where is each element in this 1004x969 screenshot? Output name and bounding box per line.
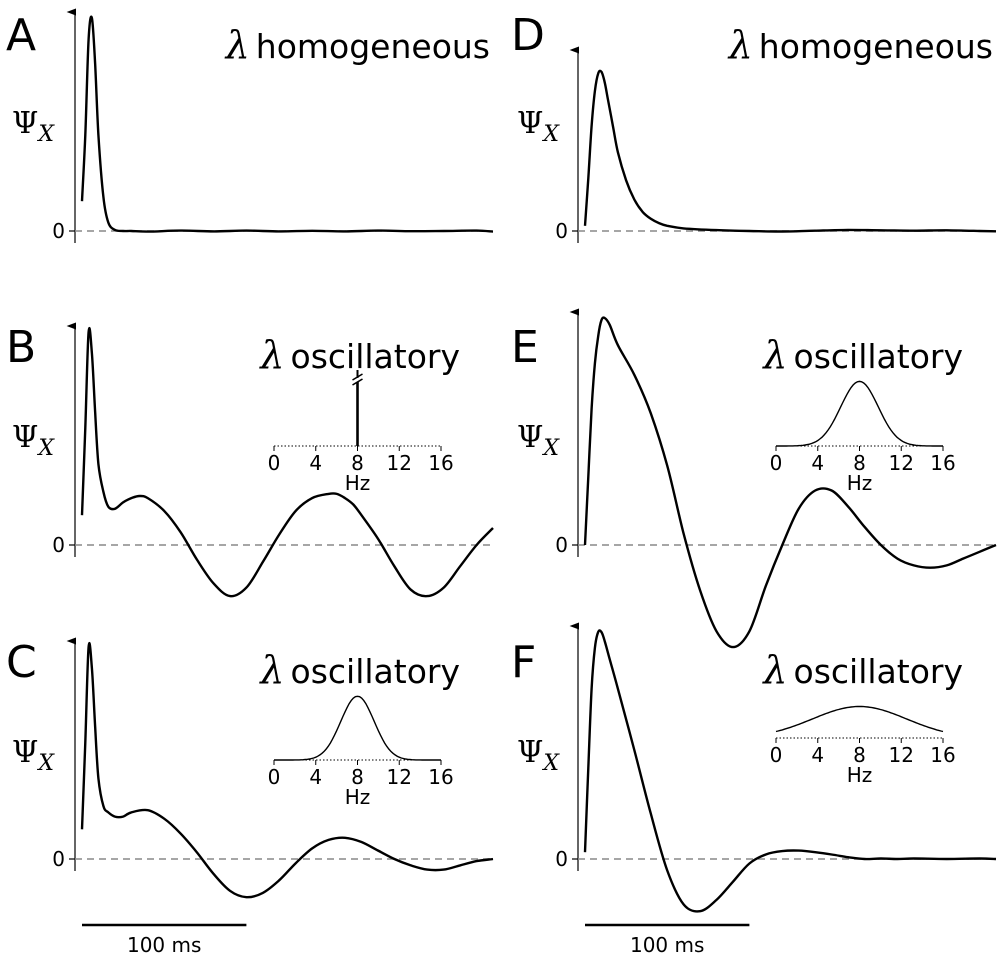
psi-symbol: Ψ (12, 420, 38, 455)
panel-label: D (511, 10, 545, 61)
title-text: homogeneous (256, 27, 490, 66)
panel-title: λ homogeneous (727, 23, 993, 67)
inset-tick-label: 0 (268, 451, 281, 475)
psi-symbol: Ψ (517, 106, 543, 141)
response-curve-e (583, 316, 997, 649)
panel-label: E (511, 322, 539, 373)
inset-spectrum: 0 4 8 12 16 Hz (268, 370, 454, 495)
inset-tick-label: 4 (309, 451, 322, 475)
psi-subscript: X (541, 751, 560, 776)
inset-tick-label: 12 (889, 451, 914, 475)
inset-tick-label: 8 (853, 451, 866, 475)
title-text: oscillatory (794, 337, 963, 376)
inset-tick-label: 12 (889, 743, 914, 767)
inset-x-label: Hz (345, 785, 371, 809)
psi-symbol: Ψ (517, 735, 543, 770)
inset-tick-label: 8 (351, 451, 364, 475)
response-curve-c (80, 641, 494, 899)
inset-tick-label: 4 (811, 743, 824, 767)
inset-spectrum: 0 4 8 12 16 Hz (268, 695, 454, 809)
response-curve-a (80, 15, 494, 233)
panel-label: A (6, 10, 36, 61)
title-text: oscillatory (794, 652, 963, 691)
y-zero-label: 0 (555, 533, 568, 557)
y-zero-label: 0 (555, 847, 568, 871)
title-text: oscillatory (291, 652, 460, 691)
inset-tick-label: 12 (387, 451, 412, 475)
panel-label: B (6, 322, 36, 373)
y-axis-label: ΨX (517, 735, 560, 776)
response-curve-d (583, 69, 997, 233)
panel-title: λ oscillatory (761, 333, 963, 377)
panel-label: F (511, 637, 536, 688)
inset-tick-label: 4 (811, 451, 824, 475)
psi-subscript: X (541, 122, 560, 147)
panel-label: C (6, 637, 37, 688)
y-axis-label: ΨX (517, 420, 560, 461)
panel-title: λ oscillatory (761, 648, 963, 692)
y-zero-label: 0 (555, 219, 568, 243)
psi-symbol: Ψ (12, 735, 38, 770)
inset-gaussian (775, 705, 944, 733)
inset-tick-label: 0 (770, 743, 783, 767)
psi-subscript: X (36, 751, 55, 776)
inset-x-label: Hz (847, 471, 873, 495)
inset-gaussian (776, 380, 943, 447)
inset-spectrum: 0 4 8 12 16 Hz (770, 380, 956, 495)
title-lambda-symbol: λ (224, 23, 250, 67)
inset-x-label: Hz (345, 471, 371, 495)
psi-subscript: X (36, 122, 55, 147)
inset-tick-label: 16 (930, 451, 955, 475)
panel-title: λ oscillatory (258, 648, 460, 692)
y-axis-label: ΨX (12, 735, 55, 776)
y-axis-label: ΨX (517, 106, 560, 147)
inset-tick-label: 8 (351, 765, 364, 789)
title-text: homogeneous (759, 27, 993, 66)
y-zero-label: 0 (52, 219, 65, 243)
inset-tick-label: 12 (387, 765, 412, 789)
inset-x-label: Hz (847, 763, 873, 787)
title-text: oscillatory (291, 337, 460, 376)
response-curve-f (583, 629, 997, 913)
psi-symbol: Ψ (12, 106, 38, 141)
title-lambda-symbol: λ (761, 648, 787, 692)
title-lambda-symbol: λ (258, 333, 284, 377)
inset-gaussian (274, 695, 441, 761)
scalebars-layer: 100 ms 100 ms (82, 923, 750, 957)
inset-tick-label: 16 (930, 743, 955, 767)
inset-tick-label: 16 (428, 765, 453, 789)
scale-bar-label: 100 ms (127, 933, 201, 957)
response-curve-b (80, 326, 494, 598)
inset-tick-label: 0 (770, 451, 783, 475)
y-axis-label: ΨX (12, 106, 55, 147)
inset-tick-label: 16 (428, 451, 453, 475)
panel-title: λ homogeneous (224, 23, 490, 67)
inset-spectrum: 0 4 8 12 16 Hz (770, 705, 956, 787)
title-lambda-symbol: λ (761, 333, 787, 377)
y-axis-label: ΨX (12, 420, 55, 461)
y-zero-label: 0 (52, 847, 65, 871)
inset-tick-label: 8 (853, 743, 866, 767)
scale-bar-label: 100 ms (630, 933, 704, 957)
inset-tick-label: 4 (309, 765, 322, 789)
psi-subscript: X (541, 436, 560, 461)
inset-tick-label: 0 (268, 765, 281, 789)
psi-symbol: Ψ (517, 420, 543, 455)
psi-subscript: X (36, 436, 55, 461)
title-lambda-symbol: λ (258, 648, 284, 692)
panel-title: λ oscillatory (258, 333, 460, 377)
y-zero-label: 0 (52, 533, 65, 557)
title-lambda-symbol: λ (727, 23, 753, 67)
